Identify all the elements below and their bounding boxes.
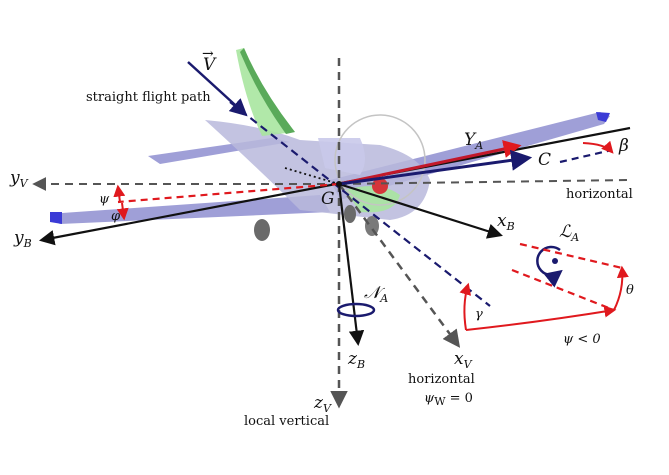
psi-angle-arc: [113, 184, 126, 203]
red-dashed-theta-bottom: [511, 268, 615, 312]
xv-axis: [337, 183, 461, 348]
yawing-moment-symbol: [336, 302, 376, 318]
velocity-vector: [187, 61, 248, 117]
red-dashed-wing-line: [117, 182, 340, 204]
rolling-moment-symbol: [536, 245, 563, 288]
c-vector: [338, 149, 533, 186]
svg-text:→: →: [202, 46, 214, 62]
x-v-label: xV: [454, 349, 473, 371]
z-b-label: zB: [347, 349, 365, 371]
airplane-illustration: [50, 48, 610, 241]
y-a-label: YA: [464, 130, 483, 152]
chord-dotted-line: [284, 167, 340, 185]
gamma-angle-arc: [459, 282, 471, 331]
cg-point: [336, 181, 342, 187]
beta-navy-dashed: [559, 148, 613, 164]
straight-flight-path-label: straight flight path: [86, 90, 211, 105]
beta-angle-arc: [582, 140, 614, 154]
theta-label: θ: [626, 283, 634, 298]
y-b-label: yB: [13, 228, 32, 250]
y-v-label: yV: [9, 168, 29, 190]
horizontal-right-label: horizontal: [566, 187, 633, 202]
phi-angle-arc: [116, 202, 129, 221]
local-vertical-label: local vertical: [244, 414, 329, 429]
c-label: C: [538, 150, 551, 170]
z-v-label: zV: [313, 393, 332, 415]
velocity-label: V: [203, 55, 217, 75]
g-label: G: [321, 189, 335, 209]
n-a-label: 𝒩A: [364, 283, 388, 305]
phi-label: φ: [111, 209, 121, 224]
horizontal-bottom-label: horizontal: [408, 372, 475, 387]
horizontal-right-line: [338, 179, 631, 185]
red-dashed-theta-top: [519, 242, 623, 270]
straight-flight-path: [229, 101, 491, 307]
l-a-label: ℒA: [559, 222, 579, 244]
gamma-label: γ: [475, 307, 483, 322]
theta-angle-arc: [613, 265, 629, 311]
psi-lt-0-angle-arc: [465, 305, 617, 331]
y-a-vector: [338, 140, 522, 186]
psi-label: ψ: [99, 192, 110, 207]
x-b-label: xB: [497, 211, 515, 233]
xb-axis: [338, 182, 503, 239]
psi-w-label: ψW = 0: [424, 391, 473, 408]
propeller-disk: [334, 114, 426, 206]
psi-lt-0-label: ψ < 0: [563, 332, 601, 347]
beta-label: β: [618, 136, 629, 156]
left-wing: [52, 195, 330, 224]
